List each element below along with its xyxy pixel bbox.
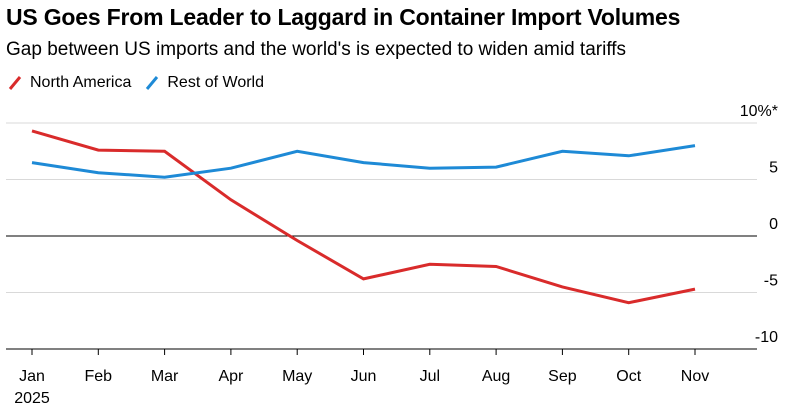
legend-label-rest-of-world: Rest of World: [167, 74, 264, 91]
chart-subtitle: Gap between US imports and the world's i…: [6, 39, 627, 60]
legend-item-rest-of-world: Rest of World: [143, 73, 264, 93]
series-line-rest-of-world: [31, 144, 696, 179]
x-tick-label: Nov: [681, 368, 709, 385]
x-tick-label: Feb: [85, 368, 113, 385]
y-tick-label: 5: [769, 160, 778, 177]
x-tick-label: Oct: [616, 368, 641, 385]
x-year-label: 2025: [14, 390, 50, 407]
x-tick-label: Apr: [218, 368, 244, 385]
x-tick-label: Sep: [548, 368, 577, 385]
y-tick-label: -10: [755, 329, 778, 346]
x-tick-label: Jul: [420, 368, 440, 385]
legend: North America Rest of World: [6, 73, 276, 93]
x-tick-label: Mar: [151, 368, 179, 385]
legend-swatch-north-america: [8, 76, 22, 90]
y-tick-label: 0: [769, 216, 778, 233]
legend-swatch-rest-of-world: [146, 76, 159, 90]
y-tick-label: -5: [764, 273, 778, 290]
series-line-north-america: [31, 129, 696, 305]
legend-label-north-america: North America: [30, 74, 132, 91]
x-tick-label: Jan: [19, 368, 45, 385]
x-tick-label: Aug: [482, 368, 510, 385]
y-tick-label: 10%*: [740, 103, 778, 120]
x-tick-label: May: [282, 368, 312, 385]
legend-item-north-america: North America: [6, 73, 131, 93]
x-tick-label: Jun: [351, 368, 377, 385]
chart-title: US Goes From Leader to Laggard in Contai…: [6, 4, 681, 30]
